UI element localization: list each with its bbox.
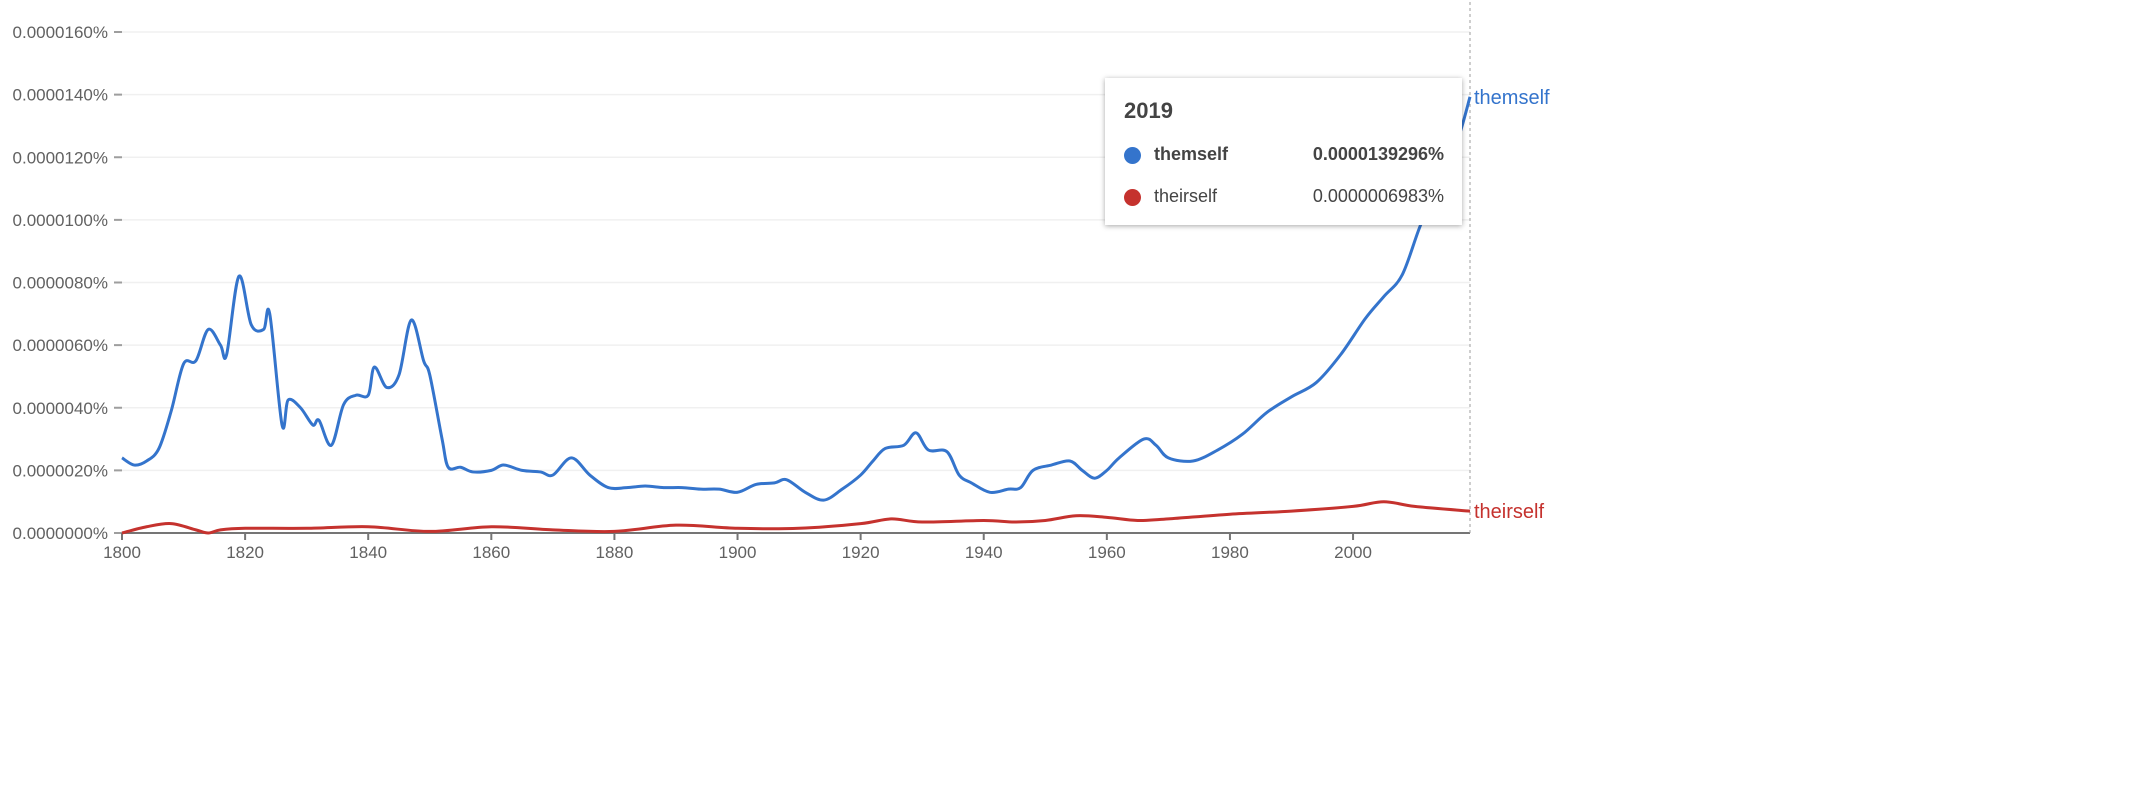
y-tick-label: 0.0000040%: [13, 399, 108, 418]
series-end-label-themself: themself: [1474, 87, 1550, 109]
tooltip-series-name: theirself: [1154, 186, 1218, 206]
series-dot-icon: [1124, 189, 1141, 206]
tooltip-row-themself: themself 0.0000139296%: [1124, 144, 1444, 168]
x-tick-label: 1800: [103, 543, 141, 562]
x-tick-label: 1900: [719, 543, 757, 562]
y-tick-label: 0.0000140%: [13, 86, 108, 105]
x-tick-label: 1820: [226, 543, 264, 562]
x-tick-label: 1880: [596, 543, 634, 562]
x-tick-label: 1860: [472, 543, 510, 562]
tooltip-series-value: 0.0000139296%: [1312, 144, 1444, 164]
tooltip-series-name: themself: [1154, 144, 1229, 164]
tooltip-year: 2019: [1124, 98, 1173, 123]
y-tick-label: 0.0000100%: [13, 211, 108, 230]
y-tick-label: 0.0000060%: [13, 336, 108, 355]
x-tick-label: 1940: [965, 543, 1003, 562]
x-tick-label: 1920: [842, 543, 880, 562]
y-tick-label: 0.0000000%: [13, 524, 108, 543]
tooltip-series-value: 0.0000006983%: [1312, 186, 1444, 206]
x-tick-label: 2000: [1334, 543, 1372, 562]
y-tick-label: 0.0000080%: [13, 274, 108, 293]
x-tick-label: 1980: [1211, 543, 1249, 562]
tooltip-row-theirself: theirself 0.0000006983%: [1124, 186, 1444, 210]
y-tick-label: 0.0000020%: [13, 461, 108, 480]
y-tick-label: 0.0000160%: [13, 23, 108, 42]
series-line-themself: [121, 96, 1472, 502]
y-tick-label: 0.0000120%: [13, 148, 108, 167]
series-dot-icon: [1124, 147, 1141, 164]
hover-tooltip: 2019 themself 0.0000139296% theirself 0.…: [1105, 78, 1462, 225]
x-tick-label: 1960: [1088, 543, 1126, 562]
x-tick-label: 1840: [349, 543, 387, 562]
series-line-theirself: [121, 500, 1471, 535]
series-end-label-theirself: theirself: [1474, 501, 1544, 523]
